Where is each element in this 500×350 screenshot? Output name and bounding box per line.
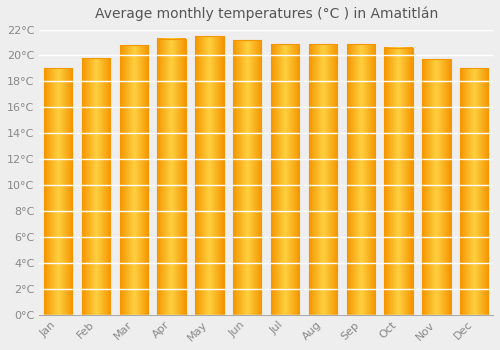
Bar — [233, 40, 262, 315]
Bar — [271, 44, 300, 315]
Bar — [82, 58, 110, 315]
Bar — [158, 38, 186, 315]
Bar — [120, 45, 148, 315]
Title: Average monthly temperatures (°C ) in Amatitlán: Average monthly temperatures (°C ) in Am… — [94, 7, 438, 21]
Bar — [196, 36, 224, 315]
Bar — [384, 48, 412, 315]
Bar — [460, 69, 488, 315]
Bar — [346, 44, 375, 315]
Bar — [308, 44, 337, 315]
Bar — [44, 69, 72, 315]
Bar — [422, 60, 450, 315]
